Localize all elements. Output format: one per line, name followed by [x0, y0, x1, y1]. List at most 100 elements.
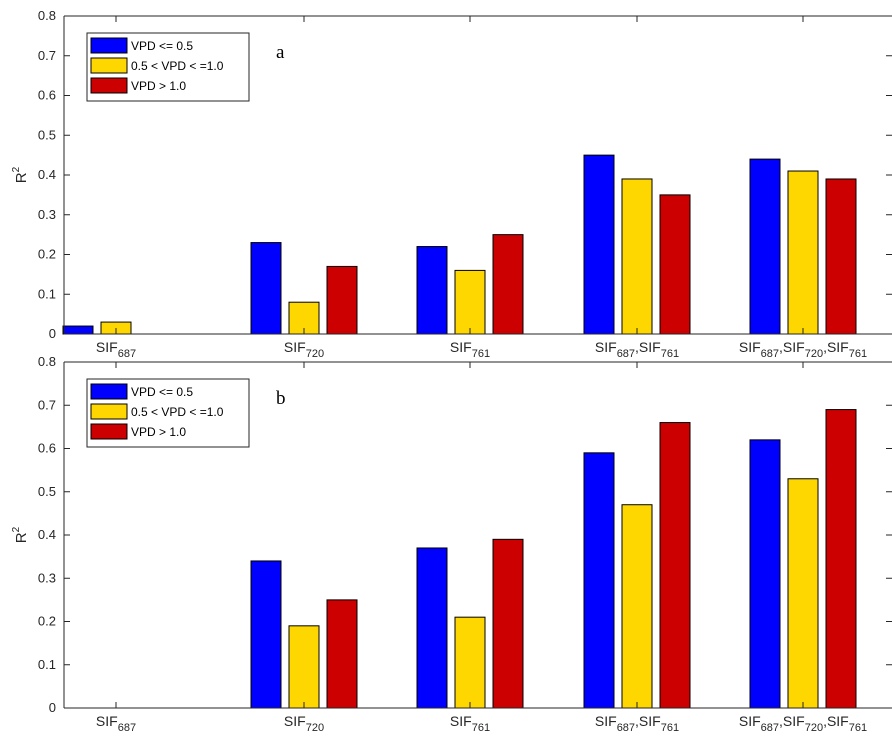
- cat-label-sub: 687: [617, 722, 635, 734]
- legend-swatch: [90, 383, 128, 400]
- bar-a-s2-c4: [825, 178, 857, 335]
- bar-a-s1-c2: [454, 269, 486, 335]
- bar-b-s0-c3: [583, 452, 615, 709]
- y-tick-label: 0.4: [38, 527, 56, 542]
- y-axis-label-base: R: [13, 172, 30, 183]
- cat-label-text: SIF: [284, 339, 306, 355]
- y-tick-label: 0: [49, 700, 56, 715]
- cat-label-sub: 687: [761, 722, 779, 734]
- y-tick-label: 0.5: [38, 127, 56, 142]
- y-tick-label: 0.4: [38, 167, 56, 182]
- cat-label-sub: 720: [306, 722, 324, 734]
- cat-label-text: ,SIF: [823, 713, 849, 729]
- bar-a-s1-c4: [787, 170, 819, 335]
- y-tick-label: 0.5: [38, 484, 56, 499]
- cat-label-sub: 761: [849, 722, 867, 734]
- bar-b-s1-c2: [454, 616, 486, 709]
- y-tick-label: 0.8: [38, 8, 56, 23]
- legend-label: VPD > 1.0: [131, 79, 186, 93]
- bar-b-s2-c4: [825, 409, 857, 709]
- cat-label-text: SIF: [739, 339, 761, 355]
- x-category-label: SIF761​: [450, 339, 490, 360]
- cat-label-sub: 720: [306, 348, 324, 360]
- legend-swatch: [90, 423, 128, 440]
- bar-a-s2-c1: [326, 265, 358, 335]
- bar-b-s1-c3: [621, 504, 653, 709]
- x-category-label: SIF761​: [450, 713, 490, 734]
- cat-label-sub: 761: [661, 348, 679, 360]
- y-axis-label-sup: 2: [11, 526, 22, 532]
- bar-b-s2-c2: [492, 538, 524, 709]
- x-category-label: SIF687​,SIF761​: [595, 713, 679, 734]
- bar-b-s2-c3: [659, 422, 691, 709]
- legend-swatch: [90, 77, 128, 94]
- legend-swatch: [90, 57, 128, 74]
- cat-label-sub: 720: [805, 348, 823, 360]
- x-category-label: SIF720​: [284, 713, 324, 734]
- panel-b: 0 0.1 0.2 0.3 0.4 0.5 0.6 0.7 0.8 SIF687​ SIF720​ S…: [11, 354, 892, 734]
- bar-a-s0-c1: [250, 242, 282, 335]
- y-tick-label: 0.7: [38, 48, 56, 63]
- x-category-label: SIF687​,SIF720​,SIF761​: [739, 339, 867, 360]
- panel-a: 00.10.20.30.40.50.60.70.8SIF687​SIF720​S…: [11, 8, 892, 360]
- cat-label-text: SIF: [595, 339, 617, 355]
- y-tick-label: 0.3: [38, 207, 56, 222]
- bar-a-s0-c3: [583, 154, 615, 335]
- bar-a-s1-c3: [621, 178, 653, 335]
- y-tick-label: 0: [49, 326, 56, 341]
- cat-label-text: ,SIF: [779, 339, 805, 355]
- y-tick-label: 0.1: [38, 657, 56, 672]
- bar-a-s2-c3: [659, 194, 691, 335]
- cat-label-text: SIF: [450, 339, 472, 355]
- x-category-label: SIF687​: [96, 713, 136, 734]
- cat-label-text: SIF: [595, 713, 617, 729]
- legend-label: VPD > 1.0: [131, 425, 186, 439]
- cat-label-text: ,SIF: [635, 339, 661, 355]
- cat-label-text: ,SIF: [635, 713, 661, 729]
- bar-a-s2-c2: [492, 234, 524, 335]
- y-tick-label: 0.6: [38, 88, 56, 103]
- cat-label-text: SIF: [96, 339, 118, 355]
- bar-a-s0-c0: [62, 325, 94, 335]
- y-axis-label-base: R: [13, 532, 30, 543]
- y-tick-label: 0.2: [38, 614, 56, 629]
- legend-label: VPD <= 0.5: [131, 39, 193, 53]
- cat-label-sub: 761: [472, 722, 490, 734]
- y-axis-label: R2: [11, 526, 30, 543]
- x-category-label: SIF720​: [284, 339, 324, 360]
- legend-swatch: [90, 37, 128, 54]
- cat-label-sub: 687: [761, 348, 779, 360]
- cat-label-sub: 687: [118, 722, 136, 734]
- cat-label-sub: 761: [661, 722, 679, 734]
- cat-label-sub: 761: [472, 348, 490, 360]
- legend-label: 0.5 < VPD < =1.0: [131, 59, 224, 73]
- bar-b-s0-c4: [749, 439, 781, 709]
- bar-b-s1-c1: [288, 625, 320, 709]
- panel-label: b: [276, 388, 286, 409]
- y-axis-label-sup: 2: [11, 166, 22, 172]
- panel-label: a: [276, 42, 285, 63]
- x-category-label: SIF687​,SIF720​,SIF761​: [739, 713, 867, 734]
- legend-swatch: [90, 403, 128, 420]
- y-tick-label: 0.1: [38, 286, 56, 301]
- x-category-label: SIF687​,SIF761​: [595, 339, 679, 360]
- cat-label-text: SIF: [96, 713, 118, 729]
- cat-label-text: ,SIF: [823, 339, 849, 355]
- bar-a-s0-c2: [416, 246, 448, 335]
- bar-a-s1-c1: [288, 301, 320, 335]
- legend-label: 0.5 < VPD < =1.0: [131, 405, 224, 419]
- y-tick-label: 0.6: [38, 441, 56, 456]
- y-tick-label: 0.7: [38, 397, 56, 412]
- cat-label-text: SIF: [739, 713, 761, 729]
- cat-label-text: SIF: [450, 713, 472, 729]
- bar-a-s0-c4: [749, 158, 781, 335]
- x-category-label: SIF687​: [96, 339, 136, 360]
- cat-label-sub: 761: [849, 348, 867, 360]
- y-axis-label: R2: [11, 166, 30, 183]
- y-tick-label: 0.2: [38, 247, 56, 262]
- y-tick-label: 0.8: [38, 354, 56, 369]
- cat-label-text: ,SIF: [779, 713, 805, 729]
- y-tick-label: 0.3: [38, 570, 56, 585]
- bar-b-s2-c1: [326, 599, 358, 709]
